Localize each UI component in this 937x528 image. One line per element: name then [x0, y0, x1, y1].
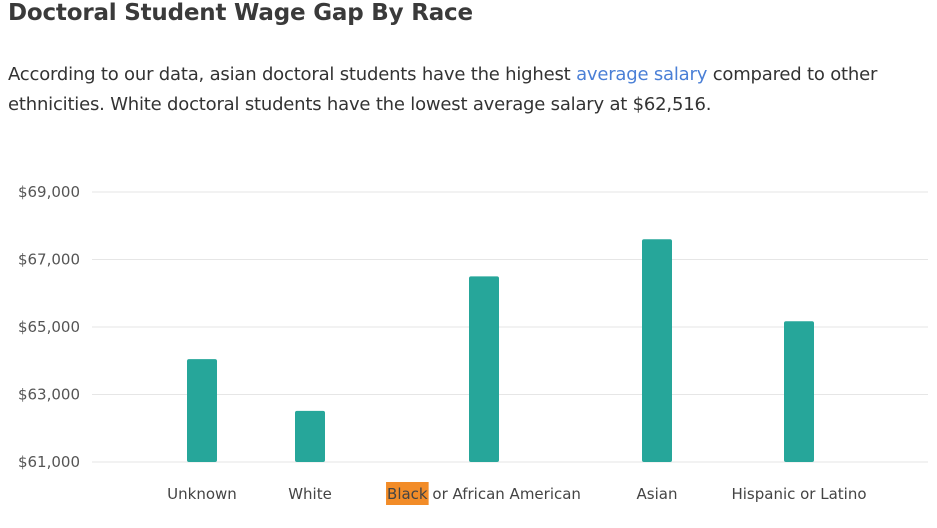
description-paragraph: According to our data, asian doctoral st… [8, 60, 928, 120]
bar-hispanic-or-latino[interactable] [784, 321, 814, 462]
y-tick-label: $69,000 [18, 183, 80, 201]
wage-gap-bar-chart: $61,000 $63,000 $65,000 $67,000 $69,000 Unkno… [18, 183, 928, 505]
highlighted-word: Black [387, 485, 428, 503]
average-salary-link[interactable]: average salary [576, 64, 708, 85]
y-tick-label: $67,000 [18, 251, 80, 269]
bar-unknown[interactable] [187, 359, 217, 462]
x-category-label: Asian [637, 485, 678, 503]
x-category-label: Black or African American [386, 482, 581, 505]
y-tick-label: $61,000 [18, 453, 80, 471]
y-tick-label: $65,000 [18, 318, 80, 336]
description-text-start: According to our data, asian doctoral st… [8, 64, 577, 85]
x-category-label: Hispanic or Latino [731, 485, 866, 503]
x-category-label: White [288, 485, 332, 503]
highlight-box [386, 482, 429, 505]
description-text-end: compared to other ethnicities. White doc… [8, 64, 878, 115]
x-category-label-text: Black or African American [387, 485, 581, 503]
bar-black-or-african-american[interactable] [469, 276, 499, 462]
label-rest: or African American [428, 485, 581, 503]
page-title: Doctoral Student Wage Gap By Race [8, 0, 473, 26]
bar-asian[interactable] [642, 239, 672, 462]
bar-white[interactable] [295, 410, 325, 462]
x-category-label: Unknown [167, 485, 237, 503]
y-tick-label: $63,000 [18, 386, 80, 404]
